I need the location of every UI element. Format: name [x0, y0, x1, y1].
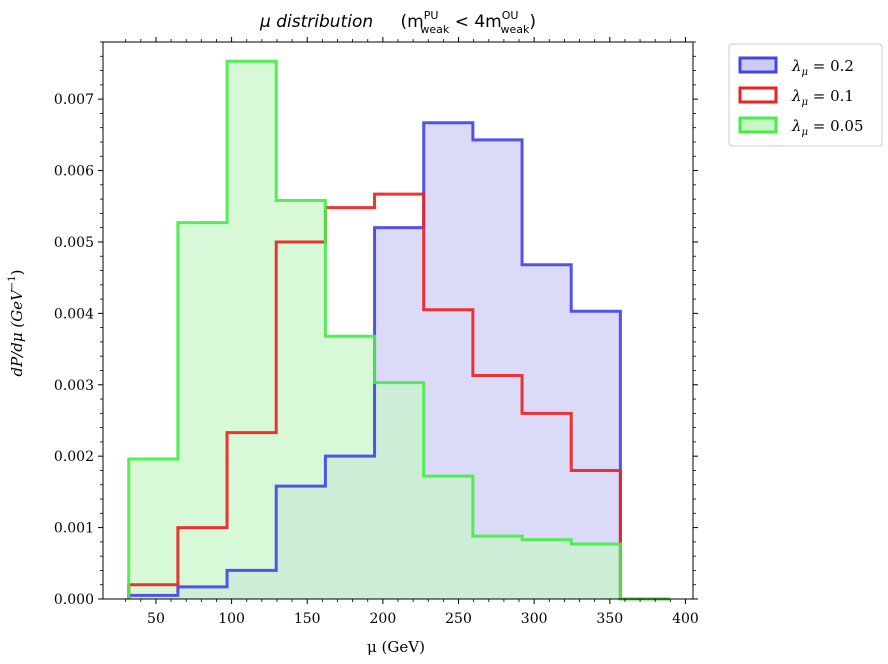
series-2-fill — [128, 61, 670, 600]
legend-swatch-1 — [738, 86, 778, 104]
series-0-step-line — [127, 121, 670, 601]
y-tick-label: 0.001 — [54, 521, 94, 537]
y-tick-label: 0.002 — [54, 449, 94, 465]
legend-label-1: λμ = 0.1 — [791, 87, 854, 108]
legend-label-0: λμ = 0.2 — [791, 57, 854, 78]
title-condition-suffix: ) — [529, 12, 536, 32]
title-condition-sup2: OU — [502, 9, 519, 22]
x-axis-label: μ (GeV) — [367, 638, 425, 656]
x-tick-label: 400 — [672, 611, 699, 627]
legend-label-2: λμ = 0.05 — [791, 117, 864, 138]
x-tick-label: 150 — [294, 611, 321, 627]
legend-swatch-2 — [738, 116, 778, 134]
series-2-step-line — [127, 59, 670, 601]
y-axis-label-sup: −1 — [7, 275, 18, 290]
title-condition-sub1: weak — [420, 23, 450, 36]
x-tick-label: 50 — [147, 611, 165, 627]
y-axis-ticks: 0.000 0.001 0.002 0.003 0.004 0.005 0.006 0.007 — [54, 41, 698, 608]
x-tick-label: 100 — [218, 611, 245, 627]
y-tick-label: 0.004 — [54, 306, 94, 322]
y-tick-label: 0.007 — [54, 92, 94, 108]
legend: λμ = 0.2 λμ = 0.1 λμ = 0.05 — [728, 43, 883, 147]
title-condition-prefix: (m — [401, 12, 424, 32]
x-tick-label: 200 — [370, 611, 397, 627]
y-tick-label: 0.006 — [54, 164, 94, 180]
y-tick-label: 0.000 — [54, 592, 94, 608]
title-condition-sup1: PU — [424, 9, 439, 22]
y-tick-label: 0.005 — [54, 235, 94, 251]
title-condition-sub2: weak — [500, 23, 530, 36]
x-tick-label: 250 — [445, 611, 472, 627]
legend-swatch-0 — [738, 56, 778, 74]
y-axis-label-close: ) — [8, 269, 26, 275]
series-step-lines — [127, 59, 670, 601]
y-axis-label-main: dP/dμ (GeV — [8, 288, 26, 377]
chart-title: μ distribution (mPU weak < 4mOU weak) — [259, 9, 536, 36]
series-1-step-line — [127, 192, 670, 601]
title-condition-mid: < 4m — [449, 12, 501, 32]
chart-title-main: μ distribution — [259, 12, 373, 32]
x-axis-ticks: 50 100 150 200 250 300 350 400 — [125, 37, 699, 627]
y-tick-label: 0.003 — [54, 378, 94, 394]
x-tick-label: 350 — [596, 611, 623, 627]
x-tick-label: 300 — [521, 611, 548, 627]
series-fills — [128, 61, 670, 600]
y-axis-label: dP/dμ (GeV−1) — [7, 269, 26, 376]
series-0-fill — [128, 122, 670, 599]
